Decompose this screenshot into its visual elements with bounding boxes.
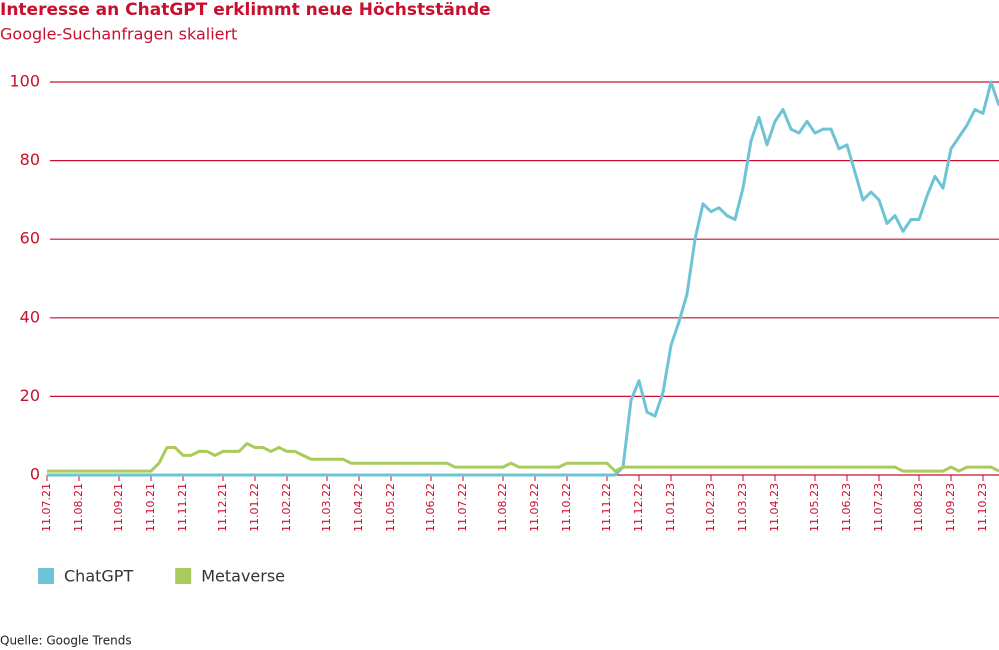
x-tick-label: 11.02.22 xyxy=(280,483,293,532)
x-tick-label: 11.02.23 xyxy=(704,483,717,532)
x-tick-label: 11.05.23 xyxy=(808,483,821,532)
legend-swatch xyxy=(175,568,192,584)
x-tick-label: 11.12.21 xyxy=(216,483,229,532)
y-tick-label: 80 xyxy=(20,150,40,169)
y-tick-label: 60 xyxy=(20,229,40,248)
series-line xyxy=(47,80,999,477)
source: Quelle: Google Trends xyxy=(0,634,132,648)
x-tick-label: 11.07.21 xyxy=(40,483,53,532)
series-line xyxy=(47,442,999,473)
y-tick-label: 20 xyxy=(20,386,40,405)
x-tick-label: 11.05.22 xyxy=(384,483,397,532)
x-tick-label: 11.12.22 xyxy=(632,483,645,532)
x-tick-label: 11.09.23 xyxy=(944,483,957,532)
chart-subtitle: Google-Suchanfragen skaliert xyxy=(0,25,237,44)
x-tick-label: 11.09.21 xyxy=(112,483,125,532)
legend-swatch xyxy=(38,568,54,584)
x-tick-label: 11.11.21 xyxy=(176,483,189,532)
x-tick-label: 11.06.22 xyxy=(424,483,437,532)
x-tick-label: 11.10.22 xyxy=(560,483,573,532)
x-tick-label: 11.01.23 xyxy=(664,483,677,532)
x-tick-label: 11.03.22 xyxy=(320,483,333,532)
x-tick-label: 11.08.21 xyxy=(72,483,85,532)
legend-label: ChatGPT xyxy=(64,567,133,586)
x-tick-label: 11.08.23 xyxy=(912,483,925,532)
x-tick-label: 11.10.21 xyxy=(144,483,157,532)
x-tick-label: 11.11.22 xyxy=(600,483,613,532)
y-tick-label: 100 xyxy=(9,72,40,91)
x-tick-label: 11.04.23 xyxy=(768,483,781,532)
x-tick-label: 11.01.22 xyxy=(248,483,261,532)
y-tick-label: 40 xyxy=(20,307,40,326)
chart-title: Interesse an ChatGPT erklimmt neue Höchs… xyxy=(0,0,491,20)
x-tick-label: 11.06.23 xyxy=(840,483,853,532)
x-tick-label: 11.09.22 xyxy=(528,483,541,532)
x-tick-label: 11.04.22 xyxy=(352,483,365,532)
x-tick-label: 11.08.22 xyxy=(496,483,509,532)
legend-label: Metaverse xyxy=(201,567,285,586)
y-tick-label: 0 xyxy=(30,465,40,484)
x-tick-label: 11.07.23 xyxy=(872,483,885,532)
x-tick-label: 11.10.23 xyxy=(976,483,989,532)
x-tick-label: 11.03.23 xyxy=(736,483,749,532)
x-tick-label: 11.07.22 xyxy=(456,483,469,532)
